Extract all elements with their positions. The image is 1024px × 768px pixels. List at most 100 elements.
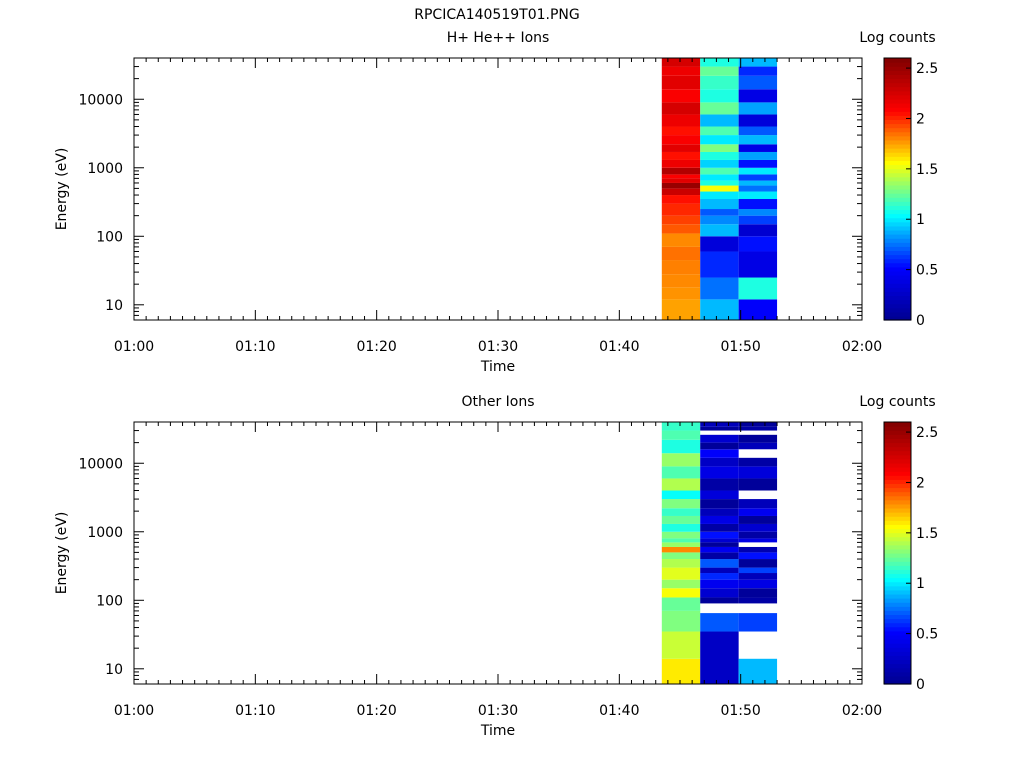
colorbar-swatch <box>884 507 911 513</box>
heatmap-cell <box>700 180 739 186</box>
heatmap-cell <box>700 499 739 509</box>
heatmap-cell <box>738 588 778 598</box>
heatmap-cells <box>661 422 778 684</box>
panel-h-he-ions: H+ He++ Ions Log counts 01:00 01:10 01:20 01:… <box>54 30 938 375</box>
colorbar-swatch <box>884 446 911 452</box>
x-axis-label: Time <box>480 359 515 375</box>
heatmap-cell <box>738 478 778 491</box>
heatmap-cell <box>661 559 701 568</box>
colorbar-swatch <box>884 491 911 497</box>
panel-title: H+ He++ Ions <box>447 30 550 46</box>
colorbar-tick-label: 0.5 <box>916 627 938 643</box>
heatmap-cell <box>738 597 778 604</box>
y-tick-label: 100 <box>96 593 123 609</box>
heatmap-cell <box>700 144 739 152</box>
heatmap-cell <box>700 159 739 168</box>
heatmap-cell <box>700 490 739 500</box>
colorbar-tick-label: 2.5 <box>916 425 938 441</box>
heatmap-cell <box>661 490 701 500</box>
heatmap-cell <box>700 449 739 458</box>
heatmap-cell <box>738 224 778 237</box>
colorbar-swatch <box>884 565 911 570</box>
colorbar-swatch <box>884 270 911 276</box>
colorbar-swatch <box>884 622 911 628</box>
colorbar-swatch <box>884 152 911 157</box>
heatmap-cell <box>661 215 701 225</box>
heatmap-cell <box>661 523 701 532</box>
colorbar-swatch <box>884 246 911 252</box>
colorbar-swatch <box>884 655 911 661</box>
colorbar-swatch <box>884 279 911 284</box>
heatmap-cell <box>738 185 778 192</box>
colorbar-tick-label: 0 <box>916 313 925 329</box>
colorbar-swatch <box>884 266 911 272</box>
colorbar-swatch <box>884 123 911 129</box>
heatmap-cell <box>700 199 739 210</box>
x-tick-label: 01:30 <box>478 703 518 719</box>
heatmap-cell <box>661 478 701 491</box>
heatmap-cell <box>700 426 739 431</box>
colorbar-tick-label: 0 <box>916 677 925 693</box>
heatmap-cell <box>738 199 778 210</box>
heatmap-cell <box>738 58 778 67</box>
colorbar-swatch <box>884 184 911 190</box>
colorbar-swatch <box>884 548 911 554</box>
x-tick-label: 01:10 <box>235 703 275 719</box>
colorbar-swatch <box>884 610 911 616</box>
heatmap-cell <box>738 209 778 216</box>
heatmap-cell <box>661 233 701 247</box>
colorbar-swatch <box>884 180 911 186</box>
colorbar-swatch <box>884 475 911 480</box>
colorbar-swatch <box>884 454 911 460</box>
colorbar-swatch <box>884 164 911 170</box>
colorbar-tick-label: 1.5 <box>916 162 938 178</box>
colorbar-swatch <box>884 172 911 178</box>
colorbar-swatch <box>884 135 911 141</box>
colorbar-swatch <box>884 671 911 677</box>
heatmap-cell <box>738 442 778 450</box>
colorbar-label: Log counts <box>859 394 935 410</box>
y-tick-label: 10 <box>105 298 123 314</box>
heatmap-cell <box>738 523 778 532</box>
colorbar-swatch <box>884 458 911 464</box>
heatmap-cell <box>738 531 778 539</box>
colorbar-swatch <box>884 201 911 206</box>
heatmap-cell <box>738 422 778 427</box>
colorbar-swatch <box>884 528 911 534</box>
heatmap-cell <box>661 102 701 115</box>
heatmap-cell <box>661 287 701 300</box>
y-tick-label: 10000 <box>78 92 123 108</box>
colorbar-tick-label: 1 <box>916 212 925 228</box>
colorbar-swatch <box>884 115 911 121</box>
colorbar-swatch <box>884 225 911 231</box>
colorbar-swatch <box>884 651 911 656</box>
heatmap-cell <box>700 209 739 216</box>
colorbar-swatch <box>884 287 911 292</box>
heatmap-cell <box>661 224 701 234</box>
heatmap-cell <box>700 191 739 200</box>
heatmap-cell <box>661 174 701 179</box>
heatmap-cell <box>738 567 778 574</box>
heatmap-cell <box>661 114 701 127</box>
heatmap-cell <box>738 277 778 300</box>
panel-title: Other Ions <box>461 394 534 410</box>
heatmap-cell <box>738 251 778 278</box>
x-tick-label: 02:00 <box>842 339 882 355</box>
heatmap-cell <box>738 180 778 186</box>
colorbar-swatch <box>884 442 911 448</box>
y-tick-label: 100 <box>96 229 123 245</box>
heatmap-cell <box>700 542 739 547</box>
heatmap-cells <box>661 58 778 320</box>
heatmap-cell <box>700 151 739 160</box>
colorbar-swatch <box>884 176 911 182</box>
heatmap-cell <box>700 277 739 300</box>
x-tick-label: 01:10 <box>235 339 275 355</box>
colorbar-swatch <box>884 111 911 116</box>
heatmap-cell <box>700 442 739 450</box>
heatmap-cell <box>738 75 778 90</box>
heatmap-cell <box>700 508 739 516</box>
heatmap-cell <box>700 114 739 127</box>
heatmap-cell <box>700 546 739 553</box>
colorbar-swatch <box>884 626 911 632</box>
